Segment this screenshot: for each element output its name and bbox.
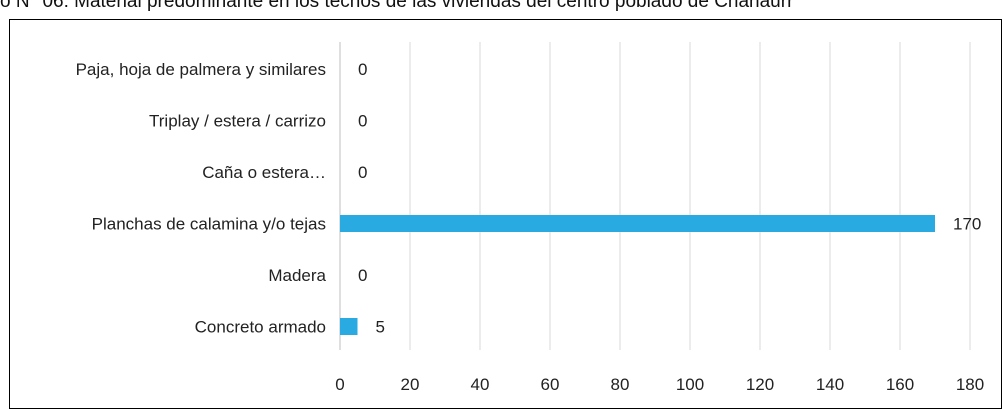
- bar: [340, 318, 358, 335]
- category-label: Planchas de calamina y/o tejas: [92, 215, 326, 234]
- category-label: Concreto armado: [195, 318, 326, 337]
- x-tick-label: 160: [886, 375, 914, 394]
- data-label: 0: [358, 266, 367, 285]
- category-label: Madera: [268, 266, 326, 285]
- category-label: Caña o estera…: [202, 163, 326, 182]
- bar: [340, 215, 935, 232]
- x-tick-label: 40: [471, 375, 490, 394]
- chart-title: o N° 06: Material predominante en los te…: [0, 0, 794, 12]
- x-tick-label: 80: [611, 375, 630, 394]
- data-label: 0: [358, 60, 367, 79]
- x-tick-label: 140: [816, 375, 844, 394]
- data-label: 0: [358, 112, 367, 131]
- x-tick-label: 20: [401, 375, 420, 394]
- data-label: 0: [358, 163, 367, 182]
- data-label: 5: [376, 318, 385, 337]
- x-tick-label: 100: [676, 375, 704, 394]
- data-label: 170: [953, 215, 981, 234]
- x-tick-label: 60: [541, 375, 560, 394]
- x-tick-label: 180: [956, 375, 984, 394]
- bar-chart: 0 20 40 60 80 100 120 140 160 180 Paja, hoja de pa…: [76, 42, 984, 394]
- category-label: Paja, hoja de palmera y similares: [76, 60, 326, 79]
- category-label: Triplay / estera / carrizo: [149, 112, 326, 131]
- x-tick-label: 120: [746, 375, 774, 394]
- x-tick-label: 0: [335, 375, 344, 394]
